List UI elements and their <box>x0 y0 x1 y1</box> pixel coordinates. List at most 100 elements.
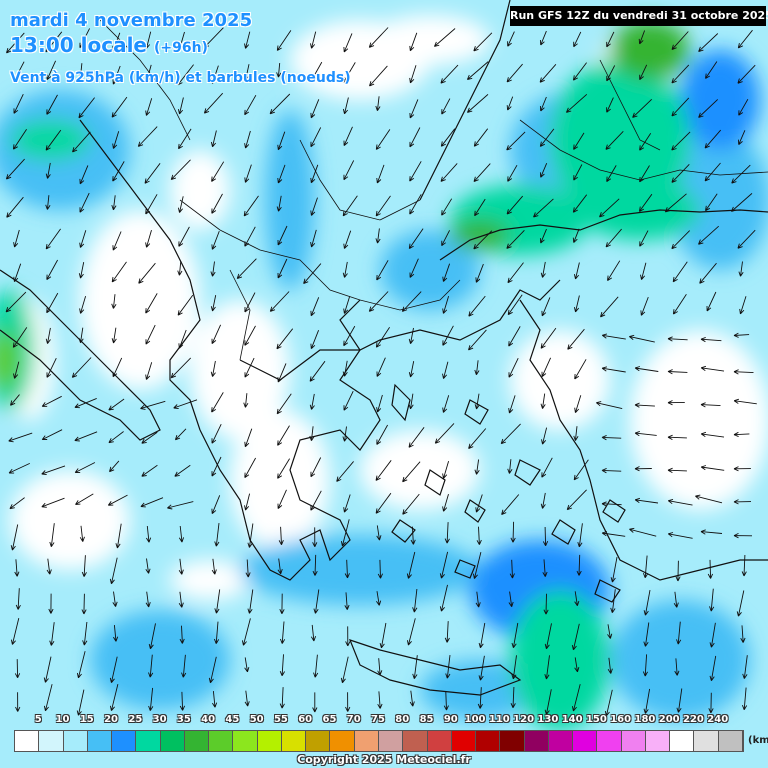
wind-arrow <box>79 28 91 49</box>
wind-arrow <box>741 554 747 577</box>
wind-arrow <box>476 526 482 545</box>
wind-arrow <box>43 656 52 683</box>
wind-arrow <box>600 296 619 318</box>
wind-arrow <box>111 261 127 283</box>
wind-arrow <box>539 228 547 244</box>
wind-arrow <box>377 559 384 579</box>
wind-arrow <box>376 164 385 184</box>
legend-label: 5 <box>34 714 42 725</box>
borders <box>99 19 768 361</box>
wind-arrow <box>709 588 715 612</box>
wind-arrow <box>698 225 720 245</box>
wind-arrow <box>733 431 750 438</box>
wind-arrow <box>78 262 85 279</box>
wind-arrow <box>303 263 322 285</box>
wind-arrow <box>377 691 383 709</box>
wind-arrow <box>601 531 626 537</box>
wind-arrow <box>277 558 283 575</box>
wind-arrow <box>709 622 716 648</box>
wind-arrow <box>541 457 553 478</box>
wind-arrow <box>41 429 63 441</box>
wind-arrow <box>342 360 348 377</box>
legend-swatch <box>694 731 719 751</box>
legend-label: 180 <box>634 714 656 725</box>
wind-arrow <box>376 424 388 445</box>
wind-arrow <box>596 401 623 410</box>
wind-arrow <box>41 465 66 476</box>
legend-swatch <box>451 731 477 751</box>
wind-arrow <box>112 231 122 251</box>
wind-arrow <box>408 427 425 448</box>
wind-arrow <box>45 162 51 179</box>
wind-arrow <box>343 62 356 83</box>
wind-arrow <box>111 294 117 309</box>
wind-arrow <box>607 260 621 281</box>
wind-arrow <box>667 498 693 506</box>
wind-arrow <box>277 258 288 279</box>
wind-arrow <box>41 395 62 407</box>
wind-arrow <box>178 31 185 50</box>
legend-label: 10 <box>55 714 70 725</box>
wind-arrow <box>141 431 158 444</box>
wind-arrow <box>313 589 320 614</box>
wind-arrow <box>601 501 622 507</box>
wind-arrow <box>705 61 718 79</box>
wind-arrow <box>369 65 388 87</box>
wind-arrow <box>15 588 21 610</box>
wind-arrow <box>540 393 546 409</box>
wind-arrow <box>671 31 689 51</box>
wind-arrow <box>412 655 418 679</box>
wind-arrow <box>6 196 24 218</box>
wind-arrow <box>112 32 121 52</box>
wind-arrow <box>671 64 690 84</box>
legend-swatch <box>403 731 428 751</box>
wind-arrow <box>368 291 389 312</box>
wind-arrow <box>376 394 383 413</box>
wind-arrow <box>574 359 587 380</box>
wind-speed-field <box>0 15 768 730</box>
wind-arrow <box>705 193 718 212</box>
wind-arrow <box>601 434 622 441</box>
wind-arrow <box>241 618 251 646</box>
wind-arrow <box>737 64 756 84</box>
wind-arrow <box>674 658 680 676</box>
wind-arrow <box>244 657 250 673</box>
wind-arrow <box>342 261 348 278</box>
wind-arrow <box>642 555 649 579</box>
wind-arrow <box>309 426 315 441</box>
wind-arrow <box>178 329 187 349</box>
wind-arrow <box>247 523 254 548</box>
wind-arrow <box>140 400 166 410</box>
wind-arrow <box>145 293 158 314</box>
wind-arrow <box>244 164 252 183</box>
wind-arrow <box>511 655 517 680</box>
wind-arrow <box>343 126 353 146</box>
wind-arrow <box>148 623 156 650</box>
wind-arrow <box>574 395 582 414</box>
wind-arrow <box>148 687 154 711</box>
wind-arrow <box>475 591 481 608</box>
wind-arrow <box>738 261 744 277</box>
wind-arrow <box>733 532 753 539</box>
wind-arrow <box>507 459 513 474</box>
wind-arrow <box>376 260 389 281</box>
wind-arrow <box>639 230 649 247</box>
wind-arrow <box>375 129 391 150</box>
wind-arrow <box>441 198 453 216</box>
wind-arrow <box>601 366 626 373</box>
wind-arrow <box>76 689 85 716</box>
wind-arrow <box>343 296 351 314</box>
wind-arrow <box>406 618 416 646</box>
wind-arrow <box>8 432 33 443</box>
wind-arrow <box>539 163 548 178</box>
wind-arrow <box>277 489 287 509</box>
wind-arrow <box>340 656 349 684</box>
wind-arrow <box>245 559 251 578</box>
wind-arrow <box>243 64 250 81</box>
wind-arrow <box>576 554 582 576</box>
wind-arrow <box>473 128 489 147</box>
wind-arrow <box>376 525 382 541</box>
wind-arrow <box>343 160 355 181</box>
wind-arrow <box>6 32 25 54</box>
wind-arrow <box>375 228 381 244</box>
